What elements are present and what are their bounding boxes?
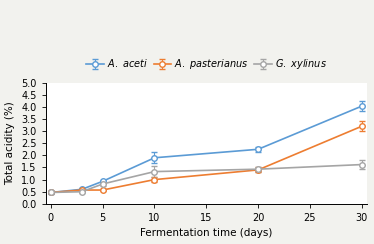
Y-axis label: Total acidity (%): Total acidity (%) xyxy=(6,101,16,185)
Legend: $\it{A.\ aceti}$, $\it{A.\ pasterianus}$, $\it{G.\ xylinus}$: $\it{A.\ aceti}$, $\it{A.\ pasterianus}$… xyxy=(82,53,330,75)
X-axis label: Fermentation time (days): Fermentation time (days) xyxy=(140,228,273,238)
